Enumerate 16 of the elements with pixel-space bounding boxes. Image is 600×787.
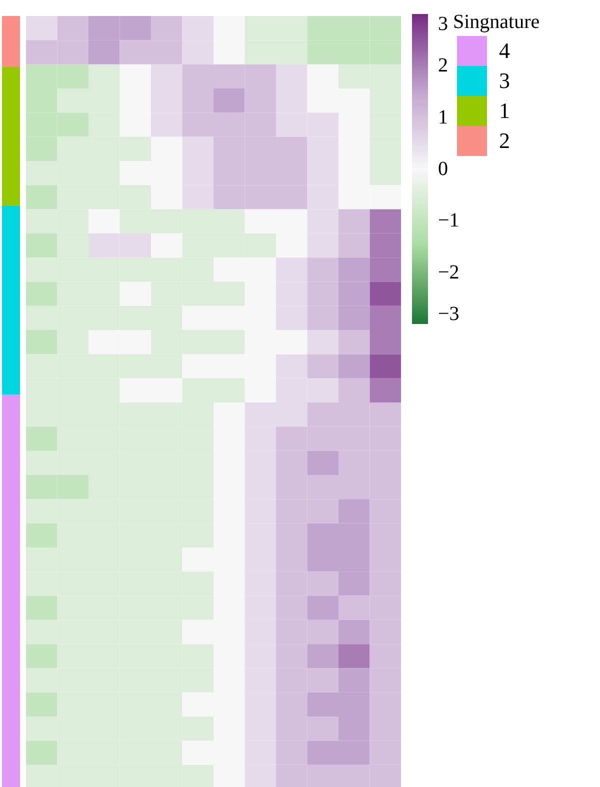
color-bar-label: 3 (438, 13, 448, 35)
legend-label: 4 (499, 38, 510, 63)
legend-label: 1 (499, 98, 510, 123)
color-bar-label: −3 (438, 303, 460, 325)
color-bar-label: 0 (438, 158, 448, 180)
bar (2, 205, 20, 395)
bar (2, 394, 20, 787)
bar (2, 67, 20, 206)
legend-title: Singnature (453, 11, 540, 33)
color-bar-label: 2 (438, 54, 448, 77)
color-bar-label: −2 (438, 261, 460, 284)
legend-label: 3 (499, 68, 510, 93)
bar (2, 16, 20, 68)
color-bar-label: −1 (438, 210, 460, 232)
legend-label: 2 (499, 128, 510, 153)
color-bar-label: 1 (438, 106, 448, 128)
